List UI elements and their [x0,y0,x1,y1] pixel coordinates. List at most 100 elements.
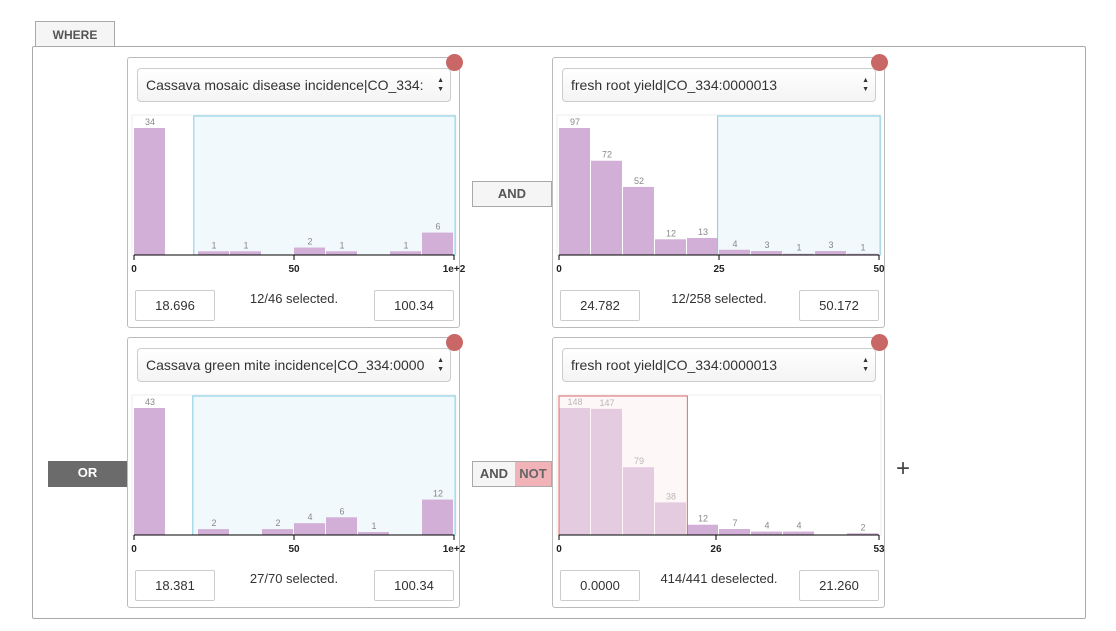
histogram-bar [422,499,453,535]
bar-label: 1 [371,521,376,531]
attribute-select[interactable]: fresh root yield|CO_334:0000013 ▲ ▼ [562,68,876,102]
bar-label: 2 [211,518,216,528]
add-button[interactable]: + [896,455,911,482]
histogram-bar [687,237,718,255]
brush[interactable] [192,395,456,536]
range-max-input[interactable]: 100.34 [374,570,454,601]
bar-label: 1 [403,240,408,250]
attribute-select[interactable]: Cassava green mite incidence|CO_334:0000… [137,348,451,382]
bar-label: 4 [307,512,312,522]
not-operator[interactable]: NOT [515,462,551,486]
histogram-bar [422,232,453,255]
brush[interactable] [193,115,456,256]
histogram-bar [719,249,750,255]
histogram-bar [783,253,814,255]
attribute-name: fresh root yield|CO_334:0000013 [571,77,777,93]
histogram-bar [815,251,846,255]
histogram-bar [623,467,654,535]
histogram-bar [559,408,590,535]
where-tab[interactable]: WHERE [35,21,115,47]
bar-label: 147 [599,398,614,408]
bar-label: 3 [764,240,769,250]
brush[interactable] [558,395,688,536]
remove-button[interactable] [871,54,888,71]
attribute-name: Cassava mosaic disease incidence|CO_334: [146,77,424,93]
histogram-bar [847,253,878,255]
bar-label: 12 [666,228,676,238]
remove-button[interactable] [446,54,463,71]
attribute-select[interactable]: fresh root yield|CO_334:0000013 ▲ ▼ [562,348,876,382]
range-max-input[interactable]: 21.260 [799,570,879,601]
filter-panel: Cassava mosaic disease incidence|CO_334:… [127,54,466,328]
select-arrows: ▲ ▼ [437,357,444,373]
bar-label: 13 [698,227,708,237]
x-tick-label: 50 [288,544,300,555]
histogram-bar [230,251,261,255]
histogram-bar [326,251,357,255]
select-arrows: ▲ ▼ [862,357,869,373]
histogram-bar [655,502,686,535]
and-not-operator[interactable]: AND NOT [472,461,552,487]
bar-label: 6 [339,506,344,516]
histogram: 148 147 79 38 12 7 4 4 2 0 26 53 [556,394,885,555]
select-arrows: ▲ ▼ [862,77,869,93]
x-tick-label: 0 [556,264,562,275]
x-tick-label: 0 [131,544,137,555]
bar-label: 12 [698,514,708,524]
brush[interactable] [717,115,881,256]
and-operator[interactable]: AND [473,462,515,486]
bar-label: 12 [433,489,443,499]
bar-label: 72 [602,150,612,160]
histogram-bar [559,128,590,255]
bar-label: 1 [796,243,801,253]
filter-panel: Cassava green mite incidence|CO_334:0000… [127,334,466,608]
and-operator[interactable]: AND [472,181,552,207]
histogram: 43 2 2 4 6 1 12 0 50 1e+2 [131,394,466,555]
range-min-input[interactable]: 18.696 [135,290,215,321]
range-min-input[interactable]: 0.0000 [560,570,640,601]
range-max-input[interactable]: 50.172 [799,290,879,321]
x-tick-label: 26 [710,544,722,555]
histogram-bar [326,517,357,535]
histogram-bar [591,160,622,255]
range-min-input[interactable]: 24.782 [560,290,640,321]
histogram-bar [294,523,325,535]
histogram-bar [783,531,814,535]
bar-label: 2 [860,522,865,532]
remove-button[interactable] [871,334,888,351]
histogram-bar [294,247,325,255]
selection-status: 414/441 deselected. [660,571,778,586]
histogram: 34 1 1 2 1 1 6 0 50 1e+2 [131,114,466,275]
x-tick-label: 25 [713,264,725,275]
filter-panel: fresh root yield|CO_334:0000013 ▲ ▼ 148 147 7… [552,334,888,608]
or-operator[interactable]: OR [48,461,127,487]
bar-label: 7 [732,518,737,528]
bar-label: 52 [634,176,644,186]
range-min-input[interactable]: 18.381 [135,570,215,601]
attribute-select[interactable]: Cassava mosaic disease incidence|CO_334:… [137,68,451,102]
x-tick-label: 1e+2 [443,264,466,275]
bar-label: 43 [145,397,155,407]
filter-panel: fresh root yield|CO_334:0000013 ▲ ▼ 97 72 52 1… [552,54,888,328]
selection-status: 12/46 selected. [249,291,339,306]
bar-label: 6 [435,222,440,232]
remove-button[interactable] [446,334,463,351]
range-max-input[interactable]: 100.34 [374,290,454,321]
histogram-bar [751,251,782,255]
bar-label: 2 [275,518,280,528]
histogram-bar [719,528,750,535]
bar-label: 3 [828,240,833,250]
histogram-bar [847,533,878,535]
bar-label: 1 [860,243,865,253]
histogram-bar [623,186,654,255]
histogram-bar [390,251,421,255]
histogram-bar [134,128,165,255]
bar-label: 1 [211,240,216,250]
bar-label: 34 [145,117,155,127]
attribute-name: Cassava green mite incidence|CO_334:0000 [146,357,425,373]
bar-label: 79 [634,456,644,466]
bar-label: 97 [570,117,580,127]
x-tick-label: 0 [556,544,562,555]
